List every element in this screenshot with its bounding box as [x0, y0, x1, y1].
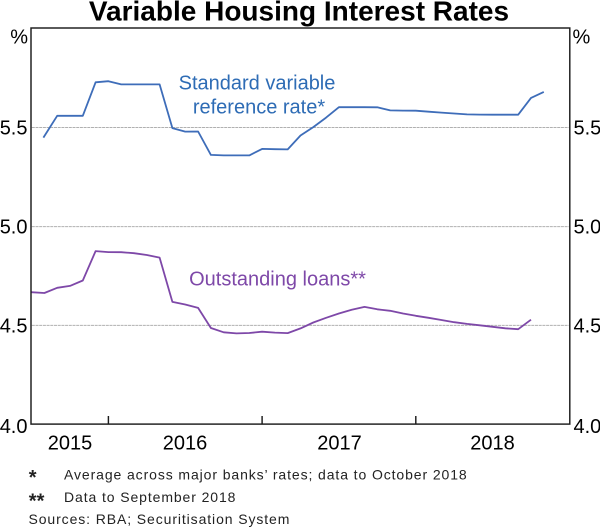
svg-text:5.5: 5.5	[574, 118, 600, 140]
svg-text:*: *	[29, 467, 37, 489]
svg-text:Average across major banks’ ra: Average across major banks’ rates; data …	[64, 467, 468, 483]
svg-text:5.0: 5.0	[0, 217, 28, 239]
svg-text:4.5: 4.5	[574, 315, 600, 337]
svg-text:%: %	[10, 27, 28, 49]
svg-text:Sources: RBA; Securitisation S: Sources: RBA; Securitisation System	[29, 511, 291, 527]
svg-text:5.0: 5.0	[574, 217, 600, 239]
svg-text:4.0: 4.0	[574, 416, 600, 438]
svg-text:4.5: 4.5	[0, 315, 28, 337]
svg-text:5.5: 5.5	[0, 118, 28, 140]
svg-text:Variable Housing Interest Rate: Variable Housing Interest Rates	[89, 0, 509, 27]
svg-text:Data to September 2018: Data to September 2018	[64, 489, 236, 505]
svg-text:Standard variable: Standard variable	[179, 72, 336, 94]
svg-text:4.0: 4.0	[0, 416, 28, 438]
svg-text:2018: 2018	[470, 433, 515, 455]
svg-text:**: **	[29, 490, 45, 512]
svg-text:2015: 2015	[48, 433, 93, 455]
svg-text:Outstanding loans**: Outstanding loans**	[189, 268, 366, 290]
svg-text:%: %	[573, 27, 591, 49]
svg-text:2017: 2017	[317, 433, 362, 455]
svg-text:reference rate*: reference rate*	[193, 96, 326, 118]
svg-text:2016: 2016	[163, 433, 208, 455]
